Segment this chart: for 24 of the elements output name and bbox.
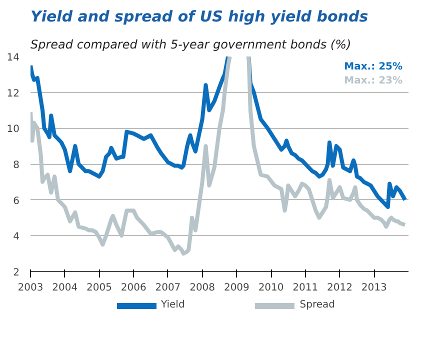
x-tick-label: 2011 — [292, 282, 318, 294]
legend-label: Spread — [300, 300, 336, 310]
chart-subtitle: Spread compared with 5-year government bonds (%) — [30, 38, 352, 52]
annotation: Max.: 23% — [344, 76, 403, 86]
y-tick-label: 6 — [13, 196, 20, 207]
y-tick-label: 10 — [6, 124, 20, 136]
y-tick-label: 8 — [13, 160, 20, 171]
legend-label: Yield — [160, 300, 185, 310]
chart-title: Yield and spread of US high yield bonds — [30, 8, 368, 26]
x-tick-label: 2003 — [18, 282, 44, 294]
y-tick-label: 14 — [6, 52, 20, 64]
y-tick-label: 4 — [13, 232, 20, 243]
x-tick-label: 2013 — [361, 282, 387, 294]
annotation: Max.: 25% — [344, 62, 403, 72]
y-tick-label: 12 — [6, 88, 20, 100]
x-tick-label: 2012 — [327, 282, 352, 294]
x-tick-label: 2007 — [155, 282, 181, 294]
x-tick-label: 2005 — [86, 282, 112, 294]
x-tick-label: 2010 — [258, 282, 284, 294]
x-tick-label: 2006 — [120, 282, 146, 294]
x-tick-label: 2009 — [224, 282, 250, 294]
y-tick-label: 2 — [13, 268, 20, 278]
x-tick-label: 2008 — [190, 282, 216, 294]
x-tick-label: 2004 — [52, 282, 78, 294]
